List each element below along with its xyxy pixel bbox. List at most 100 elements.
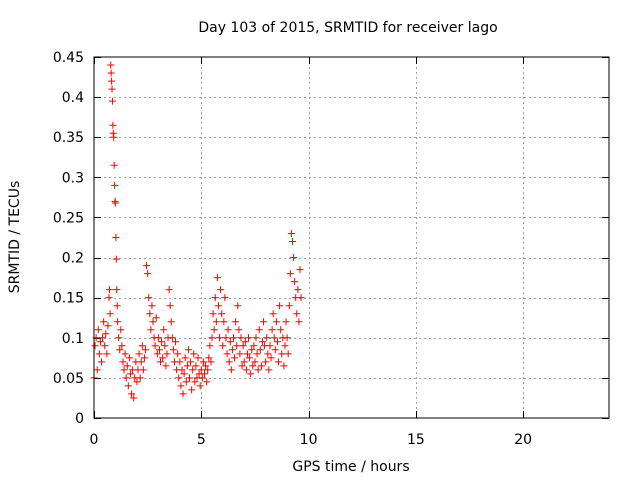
data-point (290, 254, 298, 262)
data-point (210, 326, 218, 334)
axis-ticks (94, 57, 609, 419)
data-point (278, 350, 286, 358)
data-point (243, 350, 251, 358)
data-point (216, 334, 224, 342)
data-point (139, 366, 147, 374)
data-point (284, 350, 292, 358)
data-point (158, 338, 166, 346)
data-point (187, 358, 195, 366)
data-point (108, 85, 116, 93)
data-point (128, 390, 136, 398)
data-point (245, 334, 252, 342)
data-point (235, 326, 243, 334)
data-point (166, 302, 174, 310)
data-point (181, 354, 189, 362)
data-point (264, 350, 272, 358)
data-point (115, 334, 123, 342)
y-axis-label: SRMTID / TECUs (7, 181, 23, 294)
data-point (105, 294, 113, 302)
data-point (294, 286, 302, 294)
data-point (163, 350, 171, 358)
data-point (108, 97, 116, 105)
data-point (197, 366, 205, 374)
data-point (296, 266, 304, 274)
data-point (282, 318, 290, 326)
data-point (137, 358, 145, 366)
data-point (108, 77, 116, 85)
data-point (258, 338, 266, 346)
data-point (266, 342, 274, 350)
data-point (295, 318, 303, 326)
data-point (280, 362, 288, 370)
data-point (182, 378, 190, 386)
data-point (285, 302, 293, 310)
data-point (149, 318, 157, 326)
y-tick-label: 0 (75, 411, 84, 427)
data-point (172, 338, 180, 346)
data-point (136, 374, 144, 382)
data-point (202, 362, 210, 370)
data-point (102, 330, 110, 338)
data-point (222, 334, 230, 342)
data-point (297, 294, 305, 302)
y-tick-label: 0.45 (53, 50, 84, 66)
data-point (101, 342, 109, 350)
y-tick-label: 0.35 (53, 130, 84, 146)
data-point (234, 302, 242, 310)
data-point (231, 354, 239, 362)
data-point (249, 362, 257, 370)
data-point (107, 69, 115, 77)
data-point (167, 318, 175, 326)
data-point (159, 354, 167, 362)
data-point (217, 286, 225, 294)
y-tick-label: 0.05 (53, 371, 84, 387)
data-point (113, 302, 121, 310)
data-point (227, 366, 235, 374)
data-point (236, 350, 244, 358)
data-point (178, 366, 186, 374)
data-point (220, 318, 228, 326)
y-tick-label: 0.4 (62, 90, 84, 106)
data-point (124, 382, 132, 390)
data-point (151, 342, 159, 350)
data-point (176, 358, 184, 366)
data-point (271, 346, 279, 354)
data-point (265, 366, 273, 374)
data-point (188, 386, 196, 394)
data-point (252, 334, 260, 342)
data-point (119, 358, 127, 366)
data-point (224, 326, 232, 334)
data-point (270, 334, 278, 342)
data-point (177, 382, 185, 390)
data-point (192, 362, 200, 370)
data-point (120, 366, 128, 374)
data-point (293, 310, 301, 318)
data-point (268, 326, 276, 334)
data-point (98, 358, 106, 366)
data-point (225, 358, 233, 366)
data-point (145, 294, 153, 302)
data-point (209, 310, 217, 318)
data-point (198, 374, 206, 382)
data-point (104, 322, 112, 330)
data-point (110, 161, 118, 169)
data-point (147, 326, 155, 334)
x-tick-label: 5 (197, 432, 206, 448)
data-point (143, 262, 151, 270)
data-point (155, 346, 163, 354)
data-point (194, 354, 202, 362)
data-point (148, 302, 156, 310)
data-point (126, 370, 134, 378)
data-point (281, 342, 289, 350)
data-point (239, 342, 247, 350)
y-tick-labels: 0 0.05 0.1 0.15 0.2 0.25 0.3 0.35 0.4 0.45 (53, 50, 84, 427)
data-point (211, 294, 219, 302)
y-tick-label: 0.15 (53, 291, 84, 307)
data-point (130, 394, 138, 402)
data-point (116, 346, 124, 354)
data-point (219, 342, 227, 350)
data-point (263, 334, 271, 342)
data-point (205, 354, 213, 362)
data-point (165, 286, 173, 294)
plot-frame (93, 56, 610, 419)
